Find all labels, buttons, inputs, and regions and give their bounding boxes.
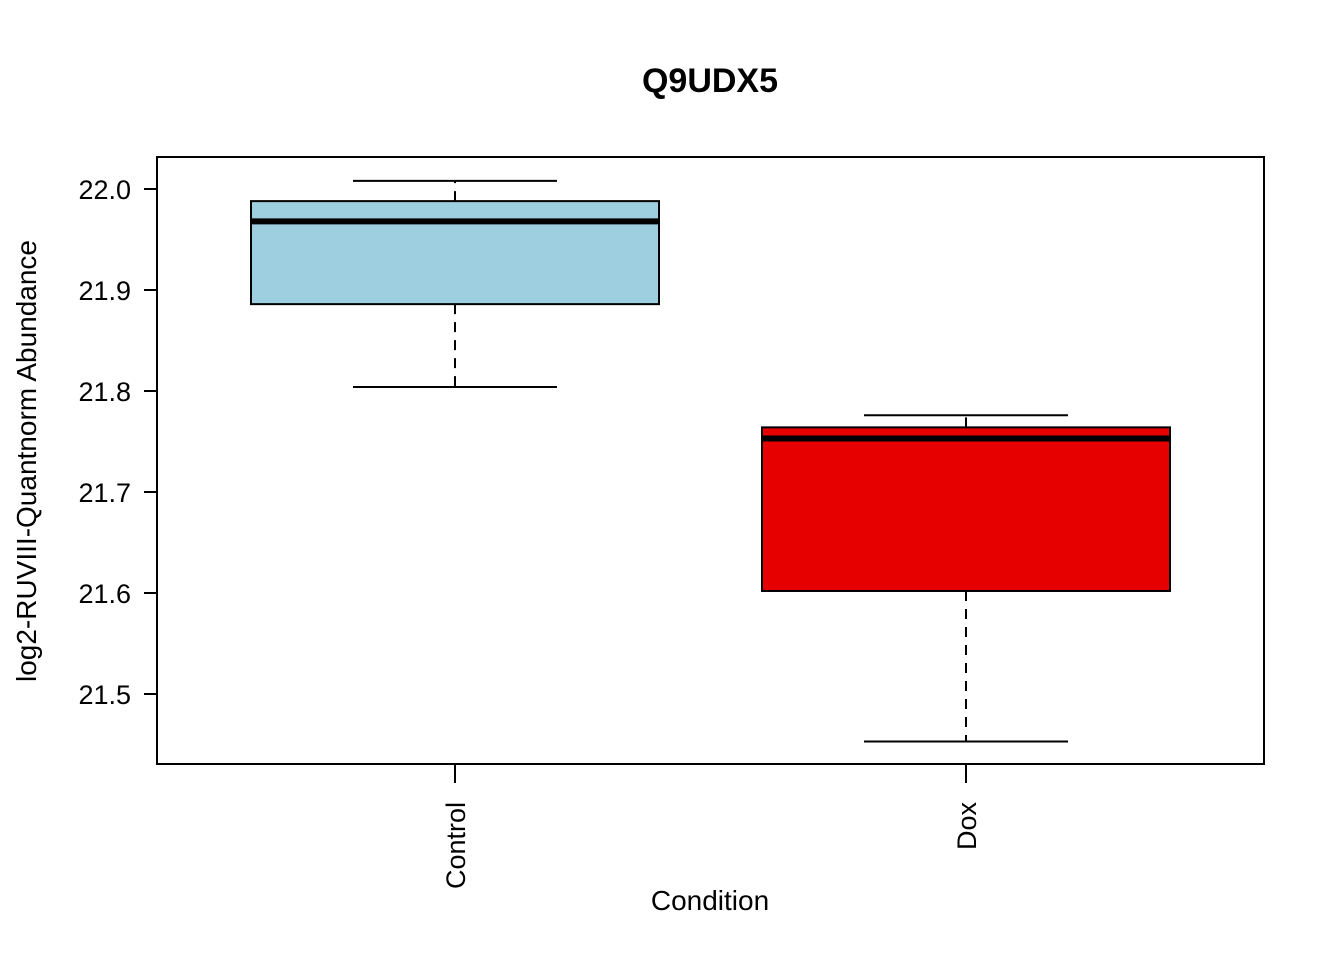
x-axis-label: Condition — [651, 885, 769, 916]
box-control — [250, 179, 660, 388]
y-tick-label: 21.5 — [78, 680, 131, 710]
x-axis: Control Dox — [441, 764, 982, 889]
y-axis-label: log2-RUVIII-Quantnorm Abundance — [11, 240, 42, 682]
y-tick-label: 21.7 — [78, 478, 131, 508]
box-iqr — [761, 426, 1171, 592]
x-tick-label: Dox — [952, 802, 982, 851]
y-axis: 21.5 21.6 21.7 21.8 21.9 22.0 — [78, 175, 157, 710]
plot-frame — [156, 156, 1265, 765]
y-tick-label: 21.8 — [78, 377, 131, 407]
x-tick-label: Control — [441, 802, 471, 889]
y-tick-label: 21.6 — [78, 579, 131, 609]
y-tick-label: 21.9 — [78, 276, 131, 306]
box-series — [250, 179, 1171, 743]
y-tick-label: 22.0 — [78, 175, 131, 205]
chart-title: Q9UDX5 — [642, 62, 778, 100]
box-dox — [761, 414, 1171, 743]
box-iqr — [250, 200, 660, 306]
